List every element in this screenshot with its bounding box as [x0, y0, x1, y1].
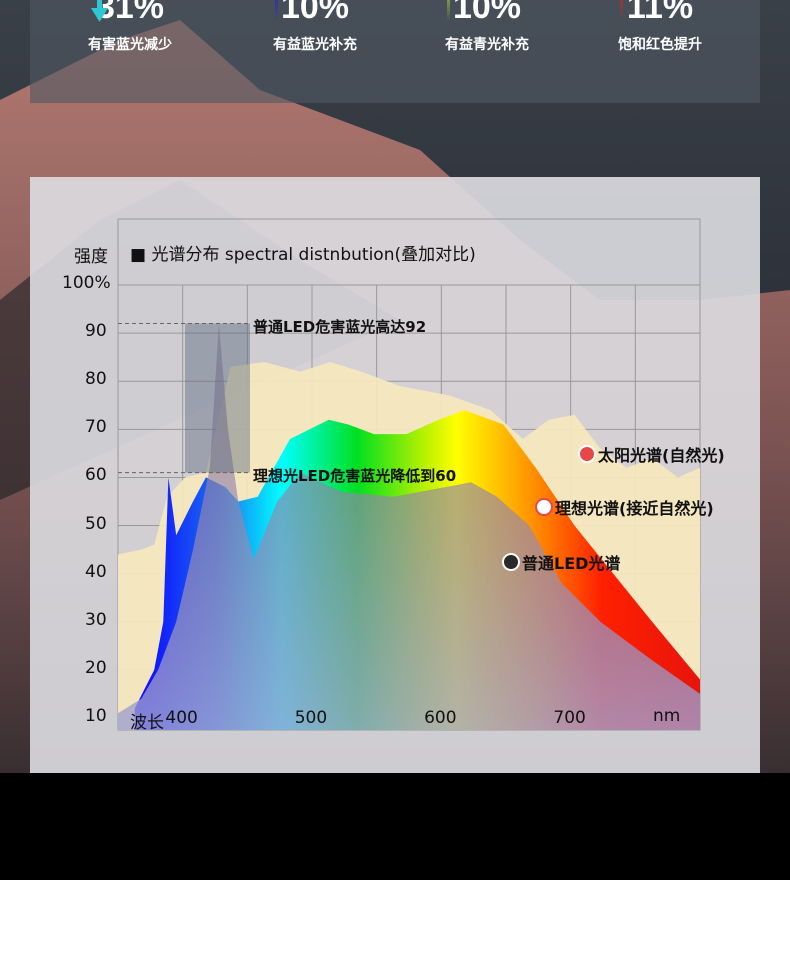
stat-label: 有益蓝光补充	[273, 37, 357, 53]
y-tick-label: 100%	[62, 273, 111, 293]
y-tick-label: 50	[85, 513, 107, 534]
y-tick-label: 60	[85, 465, 107, 486]
legend-dot	[535, 498, 553, 516]
stat-red-saturation: 11% 饱和红色提升	[580, 0, 740, 54]
y-tick-label: 10	[85, 706, 107, 726]
led-spectrum-area	[118, 323, 700, 730]
x-tick-label: 500	[294, 708, 328, 728]
bar-icon	[447, 0, 450, 21]
legend-ideal: 理想光谱(接近自然光)	[535, 495, 714, 519]
annotation-ideal-peak: 理想光LED危害蓝光降低到60	[253, 467, 457, 485]
bar-icon	[620, 0, 623, 21]
bar-icon	[275, 0, 278, 21]
y-tick-label: 20	[85, 657, 107, 678]
harmful-blue-highlight	[185, 323, 250, 473]
x-unit-label: nm	[653, 706, 681, 726]
y-tick-label: 90	[85, 321, 107, 342]
stat-beneficial-cyan: 10% 有益青光补充	[407, 0, 567, 54]
stat-value: 11%	[626, 0, 694, 26]
stats-panel: 31% 有害蓝光减少 10% 有益蓝光补充 10% 有益青光补充 11% 饱和红…	[30, 0, 760, 103]
stat-label: 饱和红色提升	[618, 37, 702, 53]
spectrum-chart	[117, 218, 701, 731]
y-tick-label: 80	[85, 369, 107, 390]
chart-panel: 强度 ■ 光谱分布 spectral distnbution(叠加对比) 100…	[30, 177, 760, 773]
stat-value: 31%	[95, 0, 165, 26]
y-axis-label: 强度	[74, 247, 108, 267]
legend-dot	[578, 445, 596, 463]
x-axis-label: 波长	[130, 713, 164, 733]
x-tick-label: 600	[424, 708, 457, 728]
y-tick-label: 30	[85, 609, 107, 630]
stat-beneficial-blue: 10% 有益蓝光补充	[235, 0, 395, 54]
stat-value: 10%	[452, 0, 522, 26]
stat-harmful-blue: 31% 有害蓝光减少	[50, 0, 210, 54]
stat-value: 10%	[280, 0, 350, 26]
legend-label: 普通LED光谱	[522, 554, 621, 573]
y-tick-label: 40	[85, 561, 107, 582]
chart-title: ■ 光谱分布 spectral distnbution(叠加对比)	[130, 245, 476, 265]
legend-dot	[502, 553, 520, 571]
y-tick-label: 70	[85, 417, 107, 438]
legend-label: 理想光谱(接近自然光)	[555, 499, 714, 518]
annotation-led-peak: 普通LED危害蓝光高达92	[253, 318, 427, 336]
legend-led: 普通LED光谱	[502, 550, 620, 574]
x-tick-label: 700	[553, 708, 586, 728]
stat-label: 有益青光补充	[445, 37, 529, 53]
black-band	[0, 773, 790, 880]
legend-label: 太阳光谱(自然光)	[598, 446, 725, 465]
arrow-down-icon	[91, 0, 108, 22]
stat-label: 有害蓝光减少	[88, 37, 172, 53]
legend-sun: 太阳光谱(自然光)	[578, 442, 725, 466]
x-tick-label: 400	[165, 708, 198, 728]
